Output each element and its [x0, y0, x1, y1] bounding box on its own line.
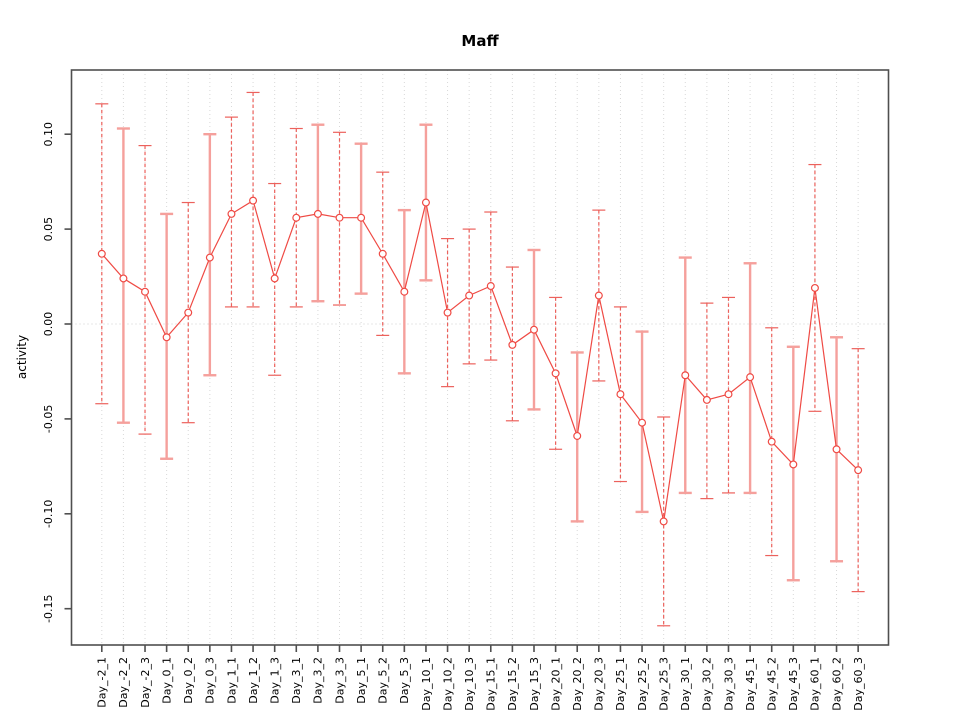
data-points-layer [97, 196, 863, 526]
x-tick-label: Day_3_2 [312, 657, 325, 704]
data-point [97, 249, 106, 258]
data-point [270, 274, 279, 283]
y-tick-label: 0.05 [42, 217, 55, 242]
x-tick-label: Day_60_2 [830, 657, 843, 711]
x-tick-label: Day_25_3 [657, 657, 670, 711]
data-point [681, 371, 690, 380]
y-tick-label: 0.10 [42, 122, 55, 147]
data-point [421, 198, 430, 207]
x-tick-label: Day_25_1 [614, 657, 627, 711]
x-tick-label: Day_15_1 [485, 657, 498, 711]
x-tick-label: Day_20_2 [571, 657, 584, 711]
data-point [638, 418, 647, 427]
x-tick-label: Day_45_3 [787, 657, 800, 711]
tick-labels-layer: 0.10 0.05 0.00 -0.05 -0.10 -0.15 Day_-2_1 Day_-… [42, 122, 865, 711]
data-point [205, 253, 214, 262]
error-bars-layer [95, 91, 865, 627]
y-tick-label: -0.15 [42, 594, 55, 622]
x-tick-label: Day_0_2 [182, 657, 195, 704]
x-tick-label: Day_45_2 [766, 657, 779, 711]
data-point [573, 431, 582, 440]
data-point [616, 390, 625, 399]
data-point [594, 291, 603, 300]
data-point [767, 437, 776, 446]
data-point [292, 213, 301, 222]
x-tick-label: Day_5_1 [355, 657, 368, 704]
data-point [508, 340, 517, 349]
x-tick-label: Day_60_3 [852, 657, 865, 711]
x-tick-label: Day_3_1 [290, 657, 303, 704]
series-line-layer [101, 199, 859, 522]
x-tick-label: Day_30_3 [722, 657, 735, 711]
x-tick-label: Day_1_2 [247, 657, 260, 704]
data-point [141, 287, 150, 296]
data-point [249, 196, 258, 205]
x-tick-label: Day_10_3 [463, 657, 476, 711]
data-point [486, 282, 495, 291]
data-point [357, 213, 366, 222]
gridlines-layer [71, 70, 889, 645]
x-tick-label: Day_1_3 [268, 657, 281, 704]
data-point [854, 466, 863, 475]
data-point [465, 291, 474, 300]
data-point [162, 333, 171, 342]
data-point [313, 209, 322, 218]
data-point [746, 373, 755, 382]
data-point [832, 445, 841, 454]
y-tick-label: 0.00 [42, 312, 55, 337]
data-point [227, 209, 236, 218]
data-point [810, 283, 819, 292]
x-tick-label: Day_45_1 [744, 657, 757, 711]
x-tick-label: Day_3_3 [333, 657, 346, 704]
x-tick-label: Day_1_1 [225, 657, 238, 704]
x-tick-label: Day_-2_2 [117, 657, 130, 708]
data-point [789, 460, 798, 469]
data-point [184, 308, 193, 317]
data-point [529, 325, 538, 334]
x-tick-label: Day_-2_1 [96, 657, 109, 708]
y-tick-label: -0.10 [42, 500, 55, 528]
x-tick-label: Day_30_1 [679, 657, 692, 711]
x-tick-label: Day_0_1 [160, 657, 173, 704]
data-point [724, 390, 733, 399]
x-tick-label: Day_5_2 [377, 657, 390, 704]
series-line [101, 199, 859, 522]
y-tick-label: -0.05 [42, 405, 55, 433]
x-tick-label: Day_60_1 [809, 657, 822, 711]
x-tick-label: Day_-2_3 [139, 657, 152, 708]
x-tick-label: Day_15_2 [506, 657, 519, 711]
data-point [659, 517, 668, 526]
x-tick-label: Day_5_3 [398, 657, 411, 704]
data-point [400, 287, 409, 296]
data-point [702, 395, 711, 404]
y-axis-label: activity [15, 335, 29, 379]
data-point [551, 369, 560, 378]
x-tick-label: Day_25_2 [636, 657, 649, 711]
data-point [335, 213, 344, 222]
axes-layer [64, 69, 890, 652]
x-tick-label: Day_10_1 [420, 657, 433, 711]
x-tick-label: Day_0_3 [204, 657, 217, 704]
data-point [119, 274, 128, 283]
plot-box [70, 69, 890, 646]
x-tick-label: Day_30_2 [701, 657, 714, 711]
chart-title: Maff [461, 32, 499, 50]
x-tick-label: Day_20_3 [593, 657, 606, 711]
x-tick-label: Day_20_1 [549, 657, 562, 711]
x-tick-label: Day_15_3 [528, 657, 541, 711]
data-point [378, 249, 387, 258]
x-tick-label: Day_10_2 [441, 657, 454, 711]
data-point [443, 308, 452, 317]
